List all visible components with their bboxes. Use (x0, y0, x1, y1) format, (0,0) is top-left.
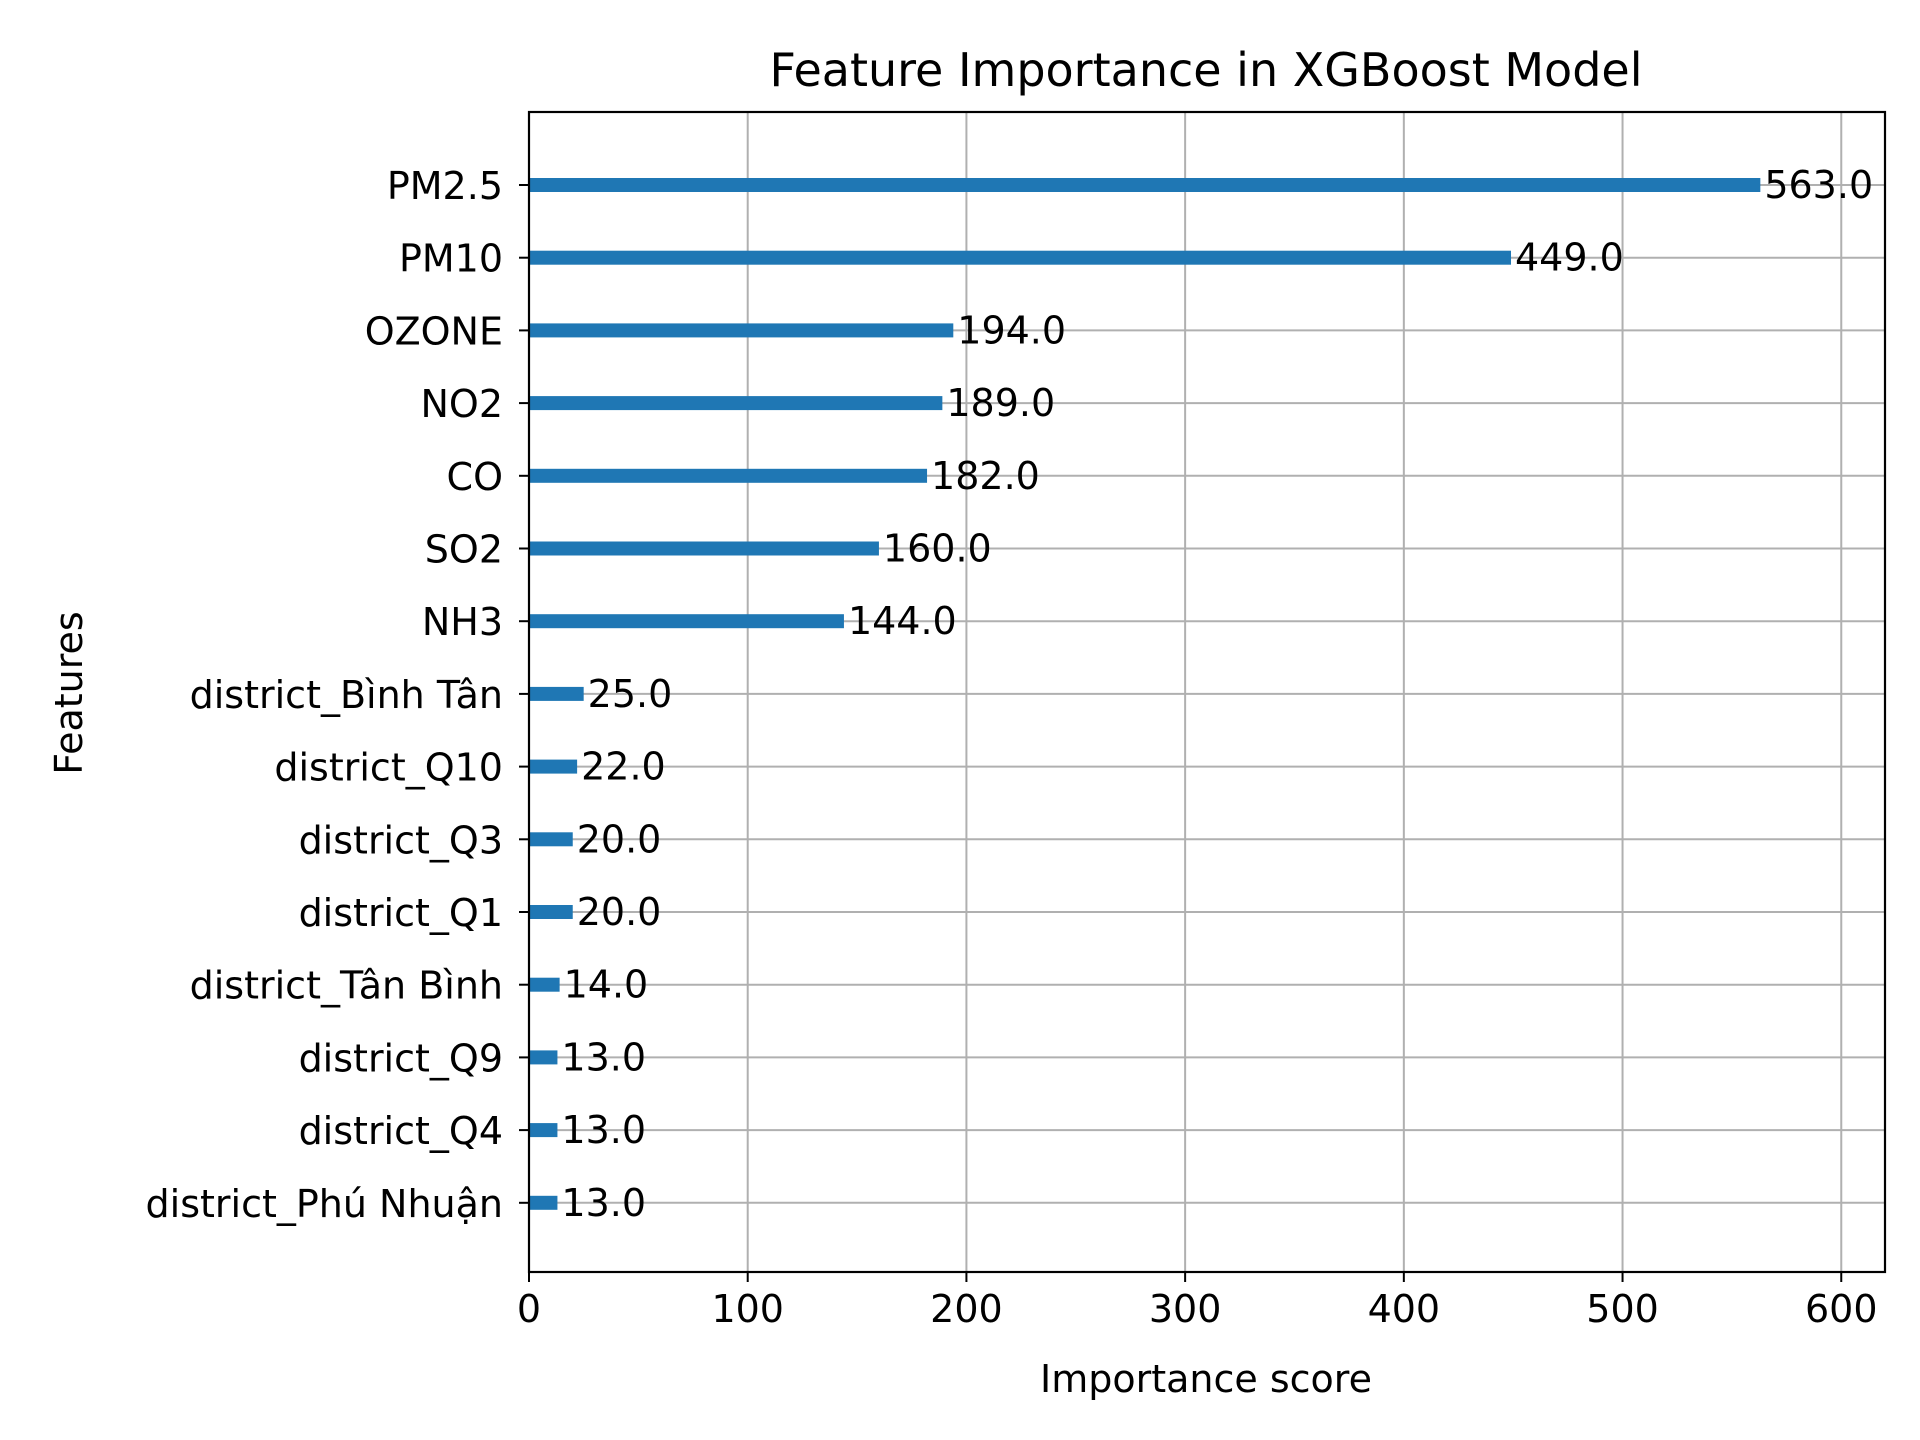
bar-value-label: 194.0 (957, 308, 1066, 352)
x-tick-label: 300 (1149, 1287, 1222, 1331)
bar (529, 759, 578, 774)
y-tick-label: NH3 (422, 600, 503, 644)
y-tick-label: CO (447, 455, 503, 499)
y-tick-label: PM2.5 (387, 164, 503, 208)
bar-value-label: 13.0 (561, 1108, 646, 1152)
bar (529, 1123, 558, 1138)
y-tick-label: district_Bình Tân (190, 673, 503, 717)
bar-value-label: 160.0 (883, 527, 992, 571)
bar (529, 323, 954, 338)
chart-title: Feature Importance in XGBoost Model (770, 43, 1643, 97)
bar-value-label: 14.0 (564, 963, 649, 1007)
bar-value-label: 25.0 (588, 672, 673, 716)
y-tick-label: district_Tân Bình (190, 964, 503, 1008)
bar (529, 614, 844, 629)
x-tick-label: 100 (711, 1287, 784, 1331)
y-tick-label: district_Q4 (299, 1109, 503, 1153)
bars (529, 178, 1761, 1210)
x-tick-label: 500 (1586, 1287, 1659, 1331)
plot-frame (527, 110, 1887, 1274)
bar-value-label: 189.0 (946, 381, 1055, 425)
bar (529, 1050, 558, 1065)
bar-value-label: 13.0 (561, 1035, 646, 1079)
bar (529, 832, 573, 847)
bar-value-label: 13.0 (561, 1181, 646, 1225)
y-tick-label: district_Q9 (299, 1036, 503, 1080)
bar (529, 396, 943, 411)
value-labels: 563.0 449.0 194.0 189.0 182.0 160.0 144.0 25.0 2… (561, 163, 1873, 1225)
bar (529, 905, 573, 919)
bar (529, 686, 584, 701)
bar-value-label: 20.0 (577, 817, 662, 861)
x-tick-label: 400 (1368, 1287, 1441, 1331)
bar (529, 977, 560, 992)
y-tick-label: PM10 (399, 237, 503, 281)
bar (529, 541, 879, 556)
bar (529, 1195, 558, 1210)
bar-value-label: 449.0 (1515, 236, 1624, 280)
y-axis-ticks: PM2.5 PM10 OZONE NO2 CO SO2 NH3 district_Bình T… (146, 164, 529, 1226)
y-tick-label: SO2 (425, 528, 503, 572)
x-axis-ticks: 0 100 200 300 400 500 600 (517, 1272, 1878, 1331)
bar-value-label: 563.0 (1764, 163, 1873, 207)
bar-value-label: 22.0 (581, 745, 666, 789)
bar (529, 178, 1761, 192)
x-tick-label: 200 (930, 1287, 1003, 1331)
x-axis-label: Importance score (1040, 1357, 1372, 1401)
y-tick-label: district_Q10 (274, 746, 503, 790)
bar (529, 468, 928, 483)
x-tick-label: 0 (517, 1287, 541, 1331)
y-tick-label: OZONE (365, 309, 503, 353)
y-tick-label: district_Q1 (299, 891, 503, 935)
y-axis-label: Features (47, 611, 91, 774)
bar-value-label: 182.0 (931, 454, 1040, 498)
bar-value-label: 144.0 (848, 599, 957, 643)
x-tick-label: 600 (1805, 1287, 1878, 1331)
bar (529, 250, 1512, 265)
y-tick-label: district_Q3 (299, 818, 503, 862)
bar-value-label: 20.0 (577, 890, 662, 934)
y-tick-label: district_Phú Nhuận (146, 1182, 503, 1226)
y-tick-label: NO2 (420, 382, 503, 426)
